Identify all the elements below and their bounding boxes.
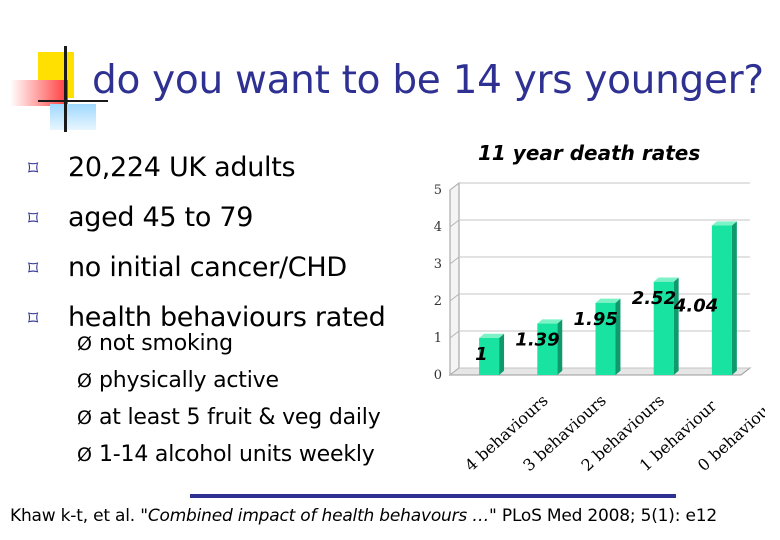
gridline-depth [449, 219, 460, 228]
bar-top [653, 277, 679, 282]
death-rate-chart: 11 year death rates 1 1.39 1.95 2.524.04 0 1… [434, 141, 765, 475]
bullet-icon: ⌑ [28, 206, 38, 230]
sub-bullet-item: Ø 1-14 alcohol units weekly [77, 437, 381, 474]
bar-side [557, 319, 563, 375]
corner-decoration [0, 0, 110, 140]
bar-value-label: 1.95 [574, 309, 618, 330]
bar-front [537, 323, 558, 375]
bar [537, 319, 563, 375]
bullet-icon: ⌑ [28, 256, 38, 280]
gridline-depth [449, 182, 460, 191]
bar-value-label: 4.04 [673, 296, 718, 317]
bullet-item: ⌑ health behaviours rated [28, 295, 386, 345]
y-tick-label: 2 [434, 294, 442, 309]
slide-title: do you want to be 14 yrs younger? [92, 58, 764, 103]
citation-journal: PLoS Med 2008; 5(1): e12 [501, 506, 717, 526]
chart-title: 11 year death rates [478, 141, 700, 165]
sub-bullet-text: physically active [99, 368, 279, 393]
y-tick-label: 4 [434, 220, 442, 235]
arrow-bullet-icon: Ø [77, 333, 92, 355]
main-bullet-list: ⌑ 20,224 UK adults ⌑ aged 45 to 79 ⌑ no ini… [28, 145, 386, 345]
y-tick-label: 0 [434, 368, 442, 383]
bar [653, 277, 679, 375]
bullet-icon: ⌑ [28, 306, 38, 330]
bullet-item: ⌑ no initial cancer/CHD [28, 245, 385, 295]
bar-top [595, 298, 621, 303]
sub-bullet-text: 1-14 alcohol units weekly [99, 442, 375, 467]
bar-side [499, 333, 505, 375]
bar-side [731, 221, 737, 375]
decoration-horizontal-line [38, 100, 108, 102]
chart-side-wall [449, 181, 460, 377]
bar [479, 333, 505, 375]
y-tick-label: 1 [434, 331, 442, 346]
citation-authors: Khaw k-t, et al. [10, 506, 135, 526]
decoration-vertical-line [64, 46, 67, 132]
bullet-text: no initial cancer/CHD [68, 252, 347, 283]
arrow-bullet-icon: Ø [77, 370, 92, 392]
bar [595, 298, 621, 375]
bar-front [595, 302, 616, 375]
bar-top [711, 221, 737, 226]
bullet-item: ⌑ 20,224 UK adults [28, 145, 385, 195]
bar-front [479, 338, 500, 375]
bar-front [653, 281, 674, 375]
decoration-blue-block [50, 104, 96, 130]
bar-value-label: 1 [475, 344, 488, 365]
sub-bullet-text: not smoking [99, 331, 233, 356]
y-tick-label: 3 [434, 257, 442, 272]
bar-top [479, 333, 505, 338]
bullet-text: aged 45 to 79 [68, 202, 254, 233]
bullet-item: ⌑ aged 45 to 79 [28, 195, 385, 245]
bar-side [615, 298, 621, 375]
bar [711, 221, 737, 375]
bar-front [711, 225, 732, 375]
bullet-text: health behaviours rated [68, 302, 386, 333]
bullet-text: 20,224 UK adults [68, 152, 296, 183]
arrow-bullet-icon: Ø [77, 444, 92, 466]
gridline-depth [449, 330, 460, 339]
gridline-depth [449, 293, 460, 302]
sub-bullet-text: at least 5 fruit & veg daily [99, 405, 381, 430]
bar-top [537, 319, 563, 324]
bullet-icon: ⌑ [28, 156, 38, 180]
gridline-depth [449, 367, 460, 376]
footer-divider [190, 494, 676, 498]
citation: Khaw k-t, et al. "Combined impact of hea… [10, 506, 717, 526]
arrow-bullet-icon: Ø [77, 407, 92, 429]
citation-work: "Combined impact of health behavours …" [140, 506, 497, 526]
y-tick-label: 5 [434, 183, 442, 198]
chart-value-labels: 1 1.39 1.95 2.524.04 [475, 288, 718, 365]
decoration-red-block [10, 80, 68, 106]
bar-value-label: 1.39 [515, 330, 559, 351]
chart-y-ticks: 0 1 2 3 4 5 [434, 183, 442, 383]
chart-bars [479, 221, 737, 375]
gridline-depth [449, 256, 460, 265]
bar-side [673, 277, 679, 375]
bar-value-label: 2.52 [632, 288, 676, 309]
